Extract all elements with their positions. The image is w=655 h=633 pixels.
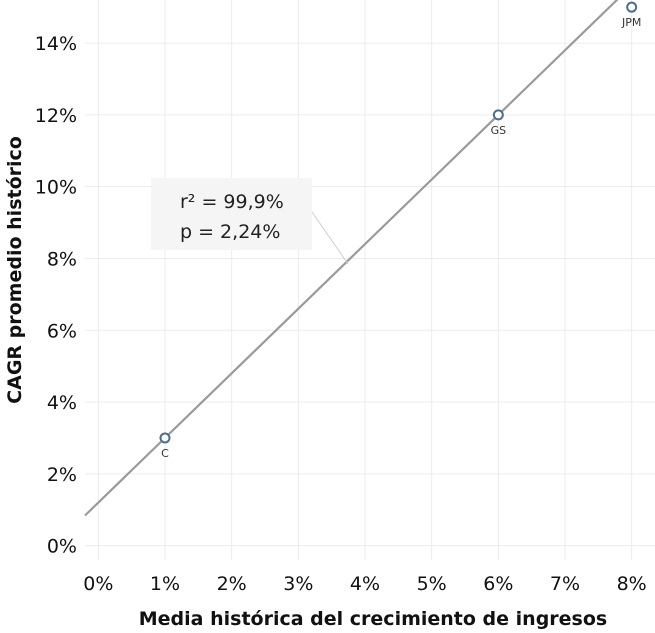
data-point — [626, 1, 638, 13]
y-tick-label: 10% — [35, 177, 77, 199]
data-point — [159, 432, 171, 444]
y-tick-label: 4% — [47, 392, 77, 414]
x-axis-ticks: 0% 1% 2% 3% 4% 5% 6% 7% 8% — [83, 573, 646, 595]
x-tick-label: 3% — [283, 573, 313, 595]
stats-annotation: r² = 99,9% p = 2,24% — [151, 178, 349, 265]
x-tick-label: 2% — [217, 573, 247, 595]
y-tick-label: 12% — [35, 105, 77, 127]
y-tick-label: 6% — [47, 320, 77, 342]
x-tick-label: 8% — [617, 573, 647, 595]
trend-line-group — [84, 0, 619, 517]
point-label: GS — [491, 124, 507, 137]
x-axis-title: Media histórica del crecimiento de ingre… — [139, 608, 607, 630]
trend-line — [84, 0, 619, 517]
y-axis-title: CAGR promedio histórico — [4, 136, 26, 404]
y-tick-label: 14% — [35, 33, 77, 55]
y-axis-ticks: 0% 2% 4% 6% 8% 10% 12% 14% — [35, 33, 77, 558]
x-tick-label: 5% — [417, 573, 447, 595]
annotation-box — [151, 178, 312, 250]
data-points: C GS JPM — [159, 1, 641, 460]
x-tick-label: 1% — [150, 573, 180, 595]
x-tick-label: 0% — [83, 573, 113, 595]
x-tick-label: 7% — [550, 573, 580, 595]
annotation-r-squared: r² = 99,9% — [180, 191, 284, 213]
y-tick-label: 0% — [47, 536, 77, 558]
y-tick-label: 8% — [47, 248, 77, 270]
annotation-leader-line — [311, 211, 349, 265]
x-tick-label: 6% — [483, 573, 513, 595]
x-tick-label: 4% — [350, 573, 380, 595]
point-label: JPM — [621, 16, 641, 29]
y-tick-label: 2% — [47, 464, 77, 486]
point-label: C — [161, 447, 169, 460]
data-point — [492, 109, 504, 121]
annotation-p-value: p = 2,24% — [180, 221, 280, 243]
grid-lines — [85, 0, 655, 560]
